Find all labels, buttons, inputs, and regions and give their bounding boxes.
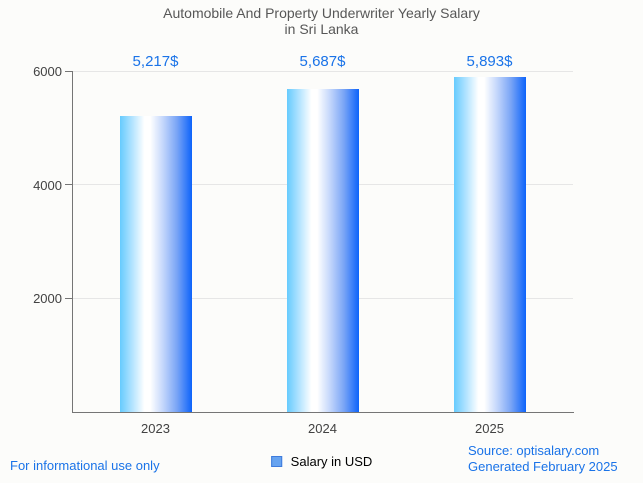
bar: [286, 89, 359, 412]
y-axis-tick: [65, 297, 72, 299]
bar: [453, 77, 526, 412]
source-block: Source: optisalary.com Generated Februar…: [468, 443, 618, 475]
x-axis-category-label: 2024: [308, 421, 337, 436]
bar-value-label: 5,687$: [299, 53, 346, 70]
bar-value-label: 5,217$: [132, 53, 179, 70]
y-axis-line: [72, 71, 73, 412]
y-axis-tick-label: 2000: [33, 291, 62, 307]
y-axis-tick-label: 4000: [33, 177, 62, 193]
x-axis-category-label: 2023: [141, 421, 170, 436]
x-axis-line: [72, 412, 574, 413]
chart-title-line2: in Sri Lanka: [284, 21, 359, 37]
y-axis-tick: [65, 184, 72, 186]
chart-title: Automobile And Property Underwriter Year…: [0, 5, 643, 37]
y-axis-tick-label: 6000: [33, 64, 62, 79]
legend: Salary in USD: [270, 454, 373, 469]
bar-value-label: 5,893$: [466, 53, 513, 70]
source-text: Source: optisalary.com: [468, 443, 600, 458]
chart-title-line1: Automobile And Property Underwriter Year…: [163, 5, 480, 21]
legend-swatch-icon: [270, 456, 282, 467]
legend-label: Salary in USD: [290, 454, 373, 469]
x-axis-category-label: 2025: [475, 421, 504, 436]
y-axis-tick: [65, 70, 72, 72]
bar: [119, 116, 192, 412]
gridline: [72, 70, 573, 72]
generated-text: Generated February 2025: [468, 459, 618, 474]
disclaimer-text: For informational use only: [10, 458, 160, 473]
